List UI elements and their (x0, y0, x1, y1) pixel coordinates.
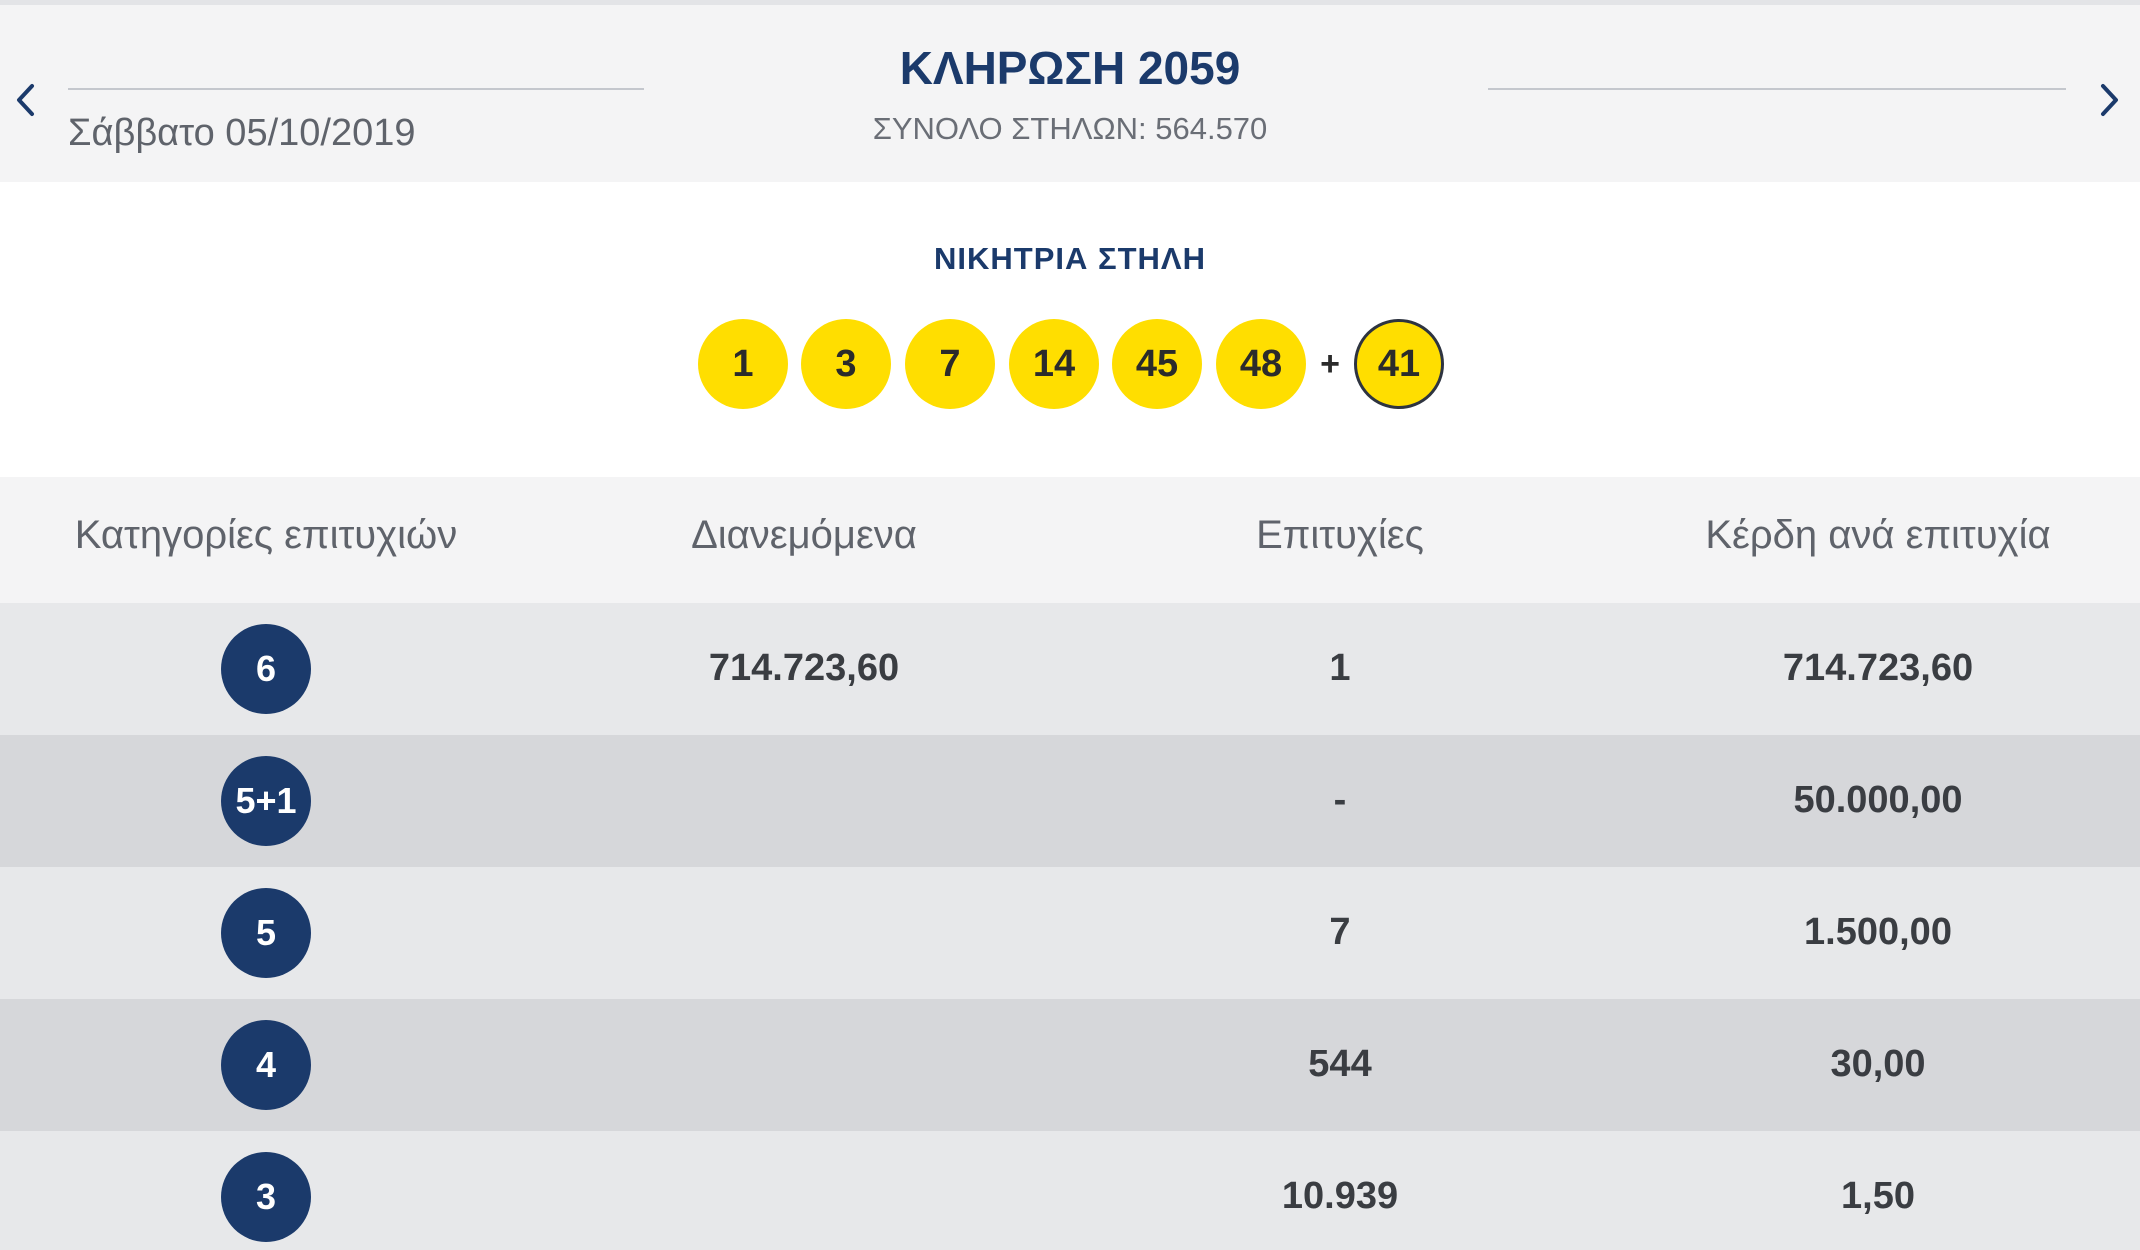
joker-ball: 41 (1354, 319, 1444, 409)
winners-count: - (1333, 779, 1347, 821)
category-badge: 5 (221, 888, 311, 978)
winners-count: 544 (1308, 1043, 1372, 1085)
table-row: 3 10.939 1,50 (0, 1131, 2140, 1250)
winners-count: 10.939 (1281, 1175, 1399, 1217)
winning-ball: 14 (1009, 319, 1099, 409)
prize-table-header: Κατηγορίες επιτυχιών Διανεμόμενα Επιτυχί… (0, 477, 2140, 603)
distributed-amount: 714.723,60 (708, 647, 900, 689)
chevron-left-icon (17, 84, 34, 116)
total-columns: ΣΥΝΟΛΟ ΣΤΗΛΩΝ: 564.570 (872, 111, 1268, 146)
winning-ball: 7 (905, 319, 995, 409)
prize-per-winner: 1.500,00 (1804, 911, 1952, 953)
winning-ball: 3 (801, 319, 891, 409)
column-header-distributed: Διανεμόμενα (691, 513, 917, 557)
plus-sign: + (1320, 345, 1340, 383)
previous-draw-button[interactable] (5, 75, 45, 125)
prize-per-winner: 1,50 (1841, 1175, 1915, 1217)
winners-count: 1 (1329, 647, 1351, 689)
chevron-right-icon (2101, 84, 2118, 116)
table-row: 4 544 30,00 (0, 999, 2140, 1131)
prize-per-winner: 50.000,00 (1793, 779, 1963, 821)
top-border (0, 0, 2140, 5)
winning-ball: 48 (1216, 319, 1306, 409)
winning-ball: 1 (698, 319, 788, 409)
header-divider-right (1488, 88, 2066, 90)
category-badge: 4 (221, 1020, 311, 1110)
table-row: 5+1 - 50.000,00 (0, 735, 2140, 867)
column-header-prize: Κέρδη ανά επιτυχία (1705, 513, 2051, 557)
prize-per-winner: 30,00 (1830, 1043, 1926, 1085)
category-badge: 5+1 (221, 756, 311, 846)
table-row: 5 7 1.500,00 (0, 867, 2140, 999)
winners-count: 7 (1329, 911, 1351, 953)
draw-title: ΚΛΗΡΩΣΗ 2059 (899, 42, 1241, 94)
column-header-winners: Επιτυχίες (1256, 513, 1424, 557)
table-row: 6 714.723,60 1 714.723,60 (0, 603, 2140, 735)
next-draw-button[interactable] (2090, 75, 2130, 125)
header-divider-left (68, 88, 644, 90)
category-badge: 6 (221, 624, 311, 714)
winning-ball: 45 (1112, 319, 1202, 409)
column-header-categories: Κατηγορίες επιτυχιών (74, 513, 458, 557)
draw-header: Σάββατο 05/10/2019 ΚΛΗΡΩΣΗ 2059 ΣΥΝΟΛΟ Σ… (0, 5, 2140, 182)
draw-date: Σάββατο 05/10/2019 (68, 112, 416, 154)
winning-column-label: ΝΙΚΗΤΡΙΑ ΣΤΗΛΗ (934, 241, 1206, 276)
category-badge: 3 (221, 1152, 311, 1242)
prize-per-winner: 714.723,60 (1782, 647, 1974, 689)
